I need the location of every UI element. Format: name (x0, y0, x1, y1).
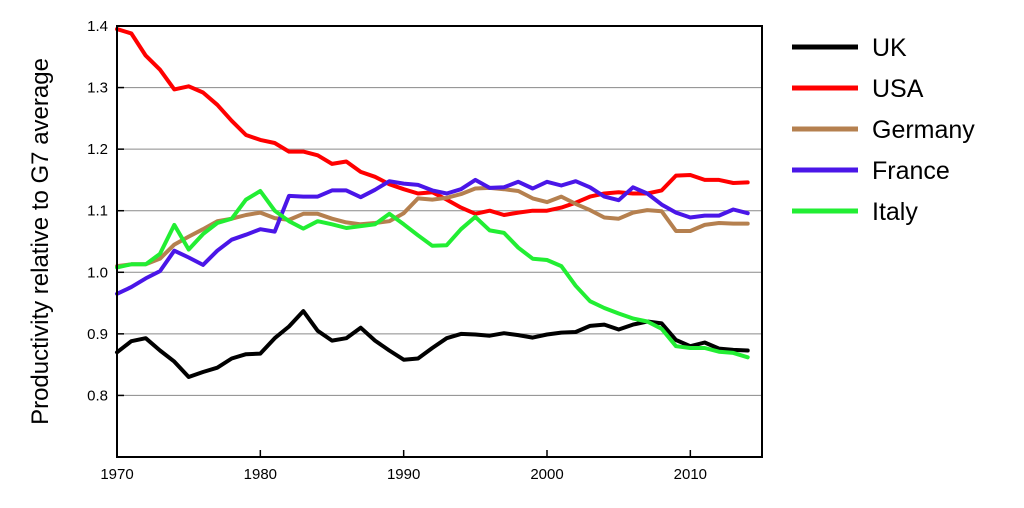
x-axis: 1970 1980 1990 2000 2010 (100, 450, 707, 483)
legend-label-germany: Germany (872, 116, 975, 144)
y-axis: 0.8 0.9 1.0 1.1 1.2 1.3 1.4 (87, 18, 124, 404)
x-tick-label: 1980 (244, 466, 277, 483)
x-tick-label: 1990 (387, 466, 420, 483)
legend-label-italy: Italy (872, 198, 918, 226)
legend-label-uk: UK (872, 34, 907, 62)
plot-frame (116, 25, 763, 458)
y-tick-label: 1.0 (87, 264, 108, 281)
y-tick-label: 1.1 (87, 203, 108, 220)
series-line-uk (115, 309, 750, 379)
x-tick-label: 2010 (674, 466, 707, 483)
y-tick-label: 0.9 (87, 326, 108, 343)
y-tick-label: 1.3 (87, 80, 108, 97)
series-lines (115, 27, 750, 379)
legend-label-usa: USA (872, 75, 924, 103)
y-tick-label: 1.4 (87, 18, 108, 35)
series-line-usa (115, 27, 750, 217)
y-tick-label: 1.2 (87, 141, 108, 158)
legend: UK USA Germany France Italy (792, 34, 975, 226)
x-tick-label: 1970 (100, 466, 133, 483)
series-line-italy (115, 189, 750, 360)
y-tick-label: 0.8 (87, 387, 108, 404)
legend-label-france: France (872, 157, 950, 185)
x-tick-label: 2000 (530, 466, 563, 483)
y-axis-title: Productivity relative to G7 average (27, 58, 54, 425)
series-line-france (115, 177, 750, 296)
grid-lines (117, 25, 762, 396)
